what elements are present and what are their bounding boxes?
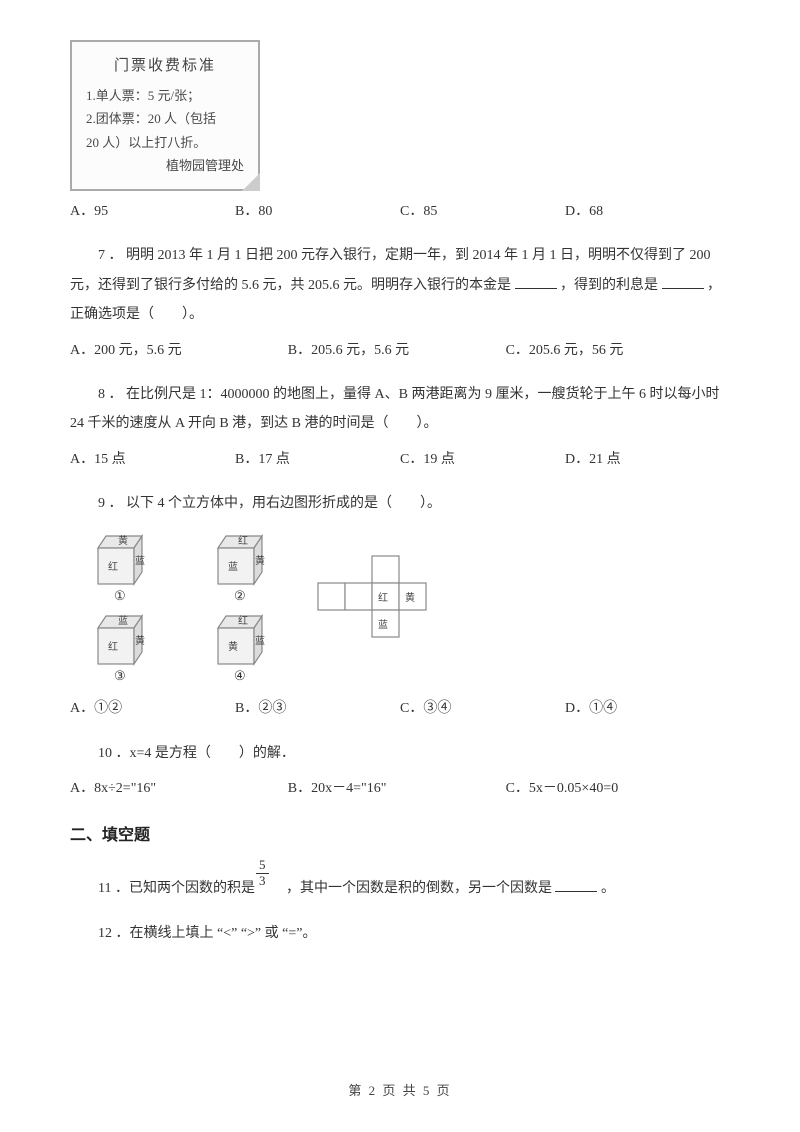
q10-text-content: 10 ．x=4 是方程（ ）的解． bbox=[70, 739, 730, 768]
svg-text:③: ③ bbox=[114, 668, 126, 683]
svg-text:蓝: 蓝 bbox=[135, 555, 145, 567]
q8-option-b: B．17 点 bbox=[235, 449, 400, 471]
q10-text: 10 ．x=4 是方程（ ）的解． bbox=[70, 739, 730, 768]
svg-text:黄: 黄 bbox=[228, 640, 238, 653]
q9-option-a: A．①② bbox=[70, 698, 235, 720]
q9-text: 9 ． 以下 4 个立方体中，用右边图形折成的是（ ）。 bbox=[70, 489, 730, 518]
q12-text-content: 12 ．在横线上填上 “<” “>” 或 “=”。 bbox=[70, 919, 730, 948]
section-2-heading: 二、填空题 bbox=[70, 823, 730, 849]
q8-text-content: 8 ． 在比例尺是 1：4000000 的地图上，量得 A、B 两港距离为 9 … bbox=[70, 380, 730, 439]
q11-text-post: ，其中一个因数是积的倒数，另一个因数是 bbox=[286, 881, 552, 896]
q7-text: 7 ． 明明 2013 年 1 月 1 日把 200 元存入银行，定期一年，到 … bbox=[70, 241, 730, 329]
q9-text-content: 9 ． 以下 4 个立方体中，用右边图形折成的是（ ）。 bbox=[70, 489, 730, 518]
svg-text:黄: 黄 bbox=[135, 634, 145, 647]
svg-text:④: ④ bbox=[234, 668, 246, 683]
cube-net-figure: .ln { stroke:#888; stroke-width:1.2; fil… bbox=[70, 528, 470, 688]
svg-text:①: ① bbox=[114, 588, 126, 603]
q8-options: A．15 点 B．17 点 C．19 点 D．21 点 bbox=[70, 449, 730, 471]
q9-option-c: C．③④ bbox=[400, 698, 565, 720]
svg-text:红: 红 bbox=[108, 640, 118, 653]
svg-text:黄: 黄 bbox=[405, 591, 415, 604]
svg-text:黄: 黄 bbox=[118, 534, 128, 547]
q9-options: A．①② B．②③ C．③④ D．①④ bbox=[70, 698, 730, 720]
q10-option-c: C．5x－0.05×40=0 bbox=[506, 778, 724, 800]
folded-corner-icon bbox=[242, 173, 260, 191]
page-footer: 第 2 页 共 5 页 bbox=[0, 1081, 800, 1102]
q11-frac-den: 3 bbox=[256, 874, 269, 888]
notice-line-1: 1.单人票：5 元/张； bbox=[86, 84, 244, 107]
q9-option-d: D．①④ bbox=[565, 698, 730, 720]
q6-option-a: A．95 bbox=[70, 201, 235, 223]
q7-option-c: C．205.6 元，56 元 bbox=[506, 340, 724, 362]
q11-fraction: 5 3 bbox=[256, 858, 269, 888]
q11-text-pre: 11 ．已知两个因数的积是 bbox=[98, 881, 255, 896]
q7-blank-1 bbox=[515, 275, 557, 289]
q10-option-b: B．20x－4="16" bbox=[288, 778, 506, 800]
q8-text: 8 ． 在比例尺是 1：4000000 的地图上，量得 A、B 两港距离为 9 … bbox=[70, 380, 730, 439]
svg-text:红: 红 bbox=[238, 534, 248, 547]
q10-option-a: A．8x÷2="16" bbox=[70, 778, 288, 800]
q6-option-b: B．80 bbox=[235, 201, 400, 223]
notice-line-3: 20 人）以上打八折。 bbox=[86, 131, 244, 154]
svg-text:黄: 黄 bbox=[255, 554, 265, 567]
notice-footer: 植物园管理处 bbox=[86, 156, 244, 177]
q11-blank bbox=[555, 878, 597, 892]
q11-frac-num: 5 bbox=[256, 858, 269, 873]
q8-option-d: D．21 点 bbox=[565, 449, 730, 471]
q6-options: A．95 B．80 C．85 D．68 bbox=[70, 201, 730, 223]
q7-option-b: B．205.6 元，5.6 元 bbox=[288, 340, 506, 362]
q11-text: 11 ．已知两个因数的积是 ，其中一个因数是积的倒数，另一个因数是 。 5 3 bbox=[70, 874, 730, 905]
notice-line-2: 2.团体票：20 人（包括 bbox=[86, 107, 244, 130]
q11-text-end: 。 bbox=[601, 881, 615, 896]
svg-text:红: 红 bbox=[108, 560, 118, 573]
notice-title: 门票收费标准 bbox=[86, 54, 244, 78]
svg-text:蓝: 蓝 bbox=[255, 635, 265, 647]
ticket-notice-box: 门票收费标准 1.单人票：5 元/张； 2.团体票：20 人（包括 20 人）以… bbox=[70, 40, 260, 191]
svg-text:红: 红 bbox=[378, 591, 388, 604]
q7-option-a: A．200 元，5.6 元 bbox=[70, 340, 288, 362]
q6-option-c: C．85 bbox=[400, 201, 565, 223]
svg-text:②: ② bbox=[234, 588, 246, 603]
svg-text:蓝: 蓝 bbox=[378, 619, 388, 631]
q7-text-mid: ，得到的利息是 bbox=[560, 278, 658, 293]
q7-options: A．200 元，5.6 元 B．205.6 元，5.6 元 C．205.6 元，… bbox=[70, 340, 730, 362]
q9-option-b: B．②③ bbox=[235, 698, 400, 720]
q10-options: A．8x÷2="16" B．20x－4="16" C．5x－0.05×40=0 bbox=[70, 778, 730, 800]
q6-option-d: D．68 bbox=[565, 201, 730, 223]
q8-option-a: A．15 点 bbox=[70, 449, 235, 471]
q8-option-c: C．19 点 bbox=[400, 449, 565, 471]
svg-text:蓝: 蓝 bbox=[118, 615, 128, 627]
svg-text:蓝: 蓝 bbox=[228, 561, 238, 573]
svg-text:红: 红 bbox=[238, 614, 248, 627]
q7-blank-2 bbox=[662, 275, 704, 289]
q12-text: 12 ．在横线上填上 “<” “>” 或 “=”。 bbox=[70, 919, 730, 948]
